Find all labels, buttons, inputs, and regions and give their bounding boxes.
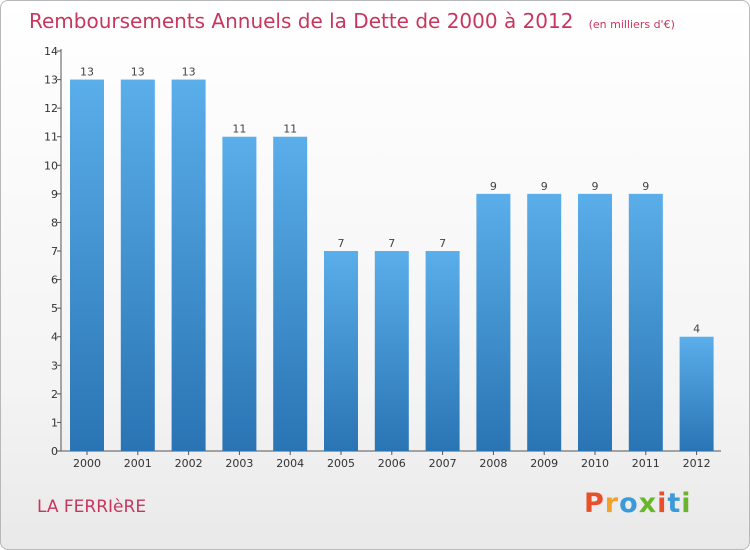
data-label: 9	[541, 180, 548, 193]
chart-title: Remboursements Annuels de la Dette de 20…	[29, 9, 675, 33]
y-tick-label: 12	[44, 102, 58, 115]
bar	[628, 193, 663, 451]
logo-letter: i	[681, 488, 692, 519]
y-tick-label: 7	[51, 245, 58, 258]
data-label: 9	[642, 180, 649, 193]
chart-title-main: Remboursements Annuels de la Dette de 20…	[29, 9, 574, 33]
y-tick-label: 0	[51, 445, 58, 458]
bar	[70, 79, 104, 452]
data-label: 9	[592, 180, 599, 193]
logo-letter: r	[604, 488, 620, 519]
logo-letter: t	[667, 488, 682, 519]
bar	[527, 193, 562, 451]
y-tick-label: 2	[51, 388, 58, 401]
y-tick-label: 14	[44, 45, 58, 58]
data-label: 7	[439, 237, 446, 250]
logo-letter: x	[638, 488, 658, 519]
bar	[120, 79, 155, 452]
bar	[476, 193, 511, 451]
y-tick-label: 4	[51, 331, 58, 344]
bar	[273, 136, 308, 451]
bar	[578, 193, 612, 451]
bar	[171, 79, 206, 452]
x-tick-label: 2002	[175, 457, 203, 470]
x-tick-label: 2003	[225, 457, 253, 470]
proxiti-logo: Proxiti	[584, 488, 692, 519]
x-tick-label: 2008	[479, 457, 507, 470]
labels-layer: 2000 13 2001 13 2002 13 2003 11 2004 11 2005 7 2006 7…	[73, 66, 711, 470]
data-label: 11	[283, 123, 297, 136]
commune-name: LA FERRIèRE	[37, 497, 147, 517]
x-tick-label: 2001	[124, 457, 152, 470]
data-label: 4	[693, 323, 700, 336]
data-label: 11	[232, 123, 246, 136]
y-tick-label: 8	[51, 216, 58, 229]
x-tick-label: 2005	[327, 457, 355, 470]
y-tick-label: 1	[51, 416, 58, 429]
logo-letter: o	[619, 488, 639, 519]
data-label: 13	[131, 66, 145, 79]
data-label: 13	[80, 66, 94, 79]
x-tick-label: 2011	[632, 457, 660, 470]
x-tick-label: 2009	[530, 457, 558, 470]
bar	[679, 336, 714, 451]
x-tick-label: 2000	[73, 457, 101, 470]
bar	[374, 251, 409, 451]
y-tick-label: 9	[51, 188, 58, 201]
y-tick-label: 10	[44, 159, 58, 172]
bar	[222, 136, 257, 451]
y-tick-label: 11	[44, 131, 58, 144]
y-tick-label: 6	[51, 274, 58, 287]
logo-letter: i	[657, 488, 668, 519]
bars-layer	[70, 79, 714, 452]
x-tick-label: 2012	[683, 457, 711, 470]
y-tick-label: 3	[51, 359, 58, 372]
bar	[425, 251, 460, 451]
x-tick-label: 2004	[276, 457, 304, 470]
chart-title-unit: (en milliers d'€)	[588, 18, 675, 31]
data-label: 7	[338, 237, 345, 250]
logo-letter: P	[584, 488, 605, 519]
x-tick-label: 2010	[581, 457, 609, 470]
data-label: 7	[388, 237, 395, 250]
x-tick-label: 2006	[378, 457, 406, 470]
y-tick-label: 13	[44, 74, 58, 87]
y-tick-label: 5	[51, 302, 58, 315]
data-label: 13	[182, 66, 196, 79]
data-label: 9	[490, 180, 497, 193]
bar	[324, 251, 358, 451]
x-tick-label: 2007	[429, 457, 457, 470]
